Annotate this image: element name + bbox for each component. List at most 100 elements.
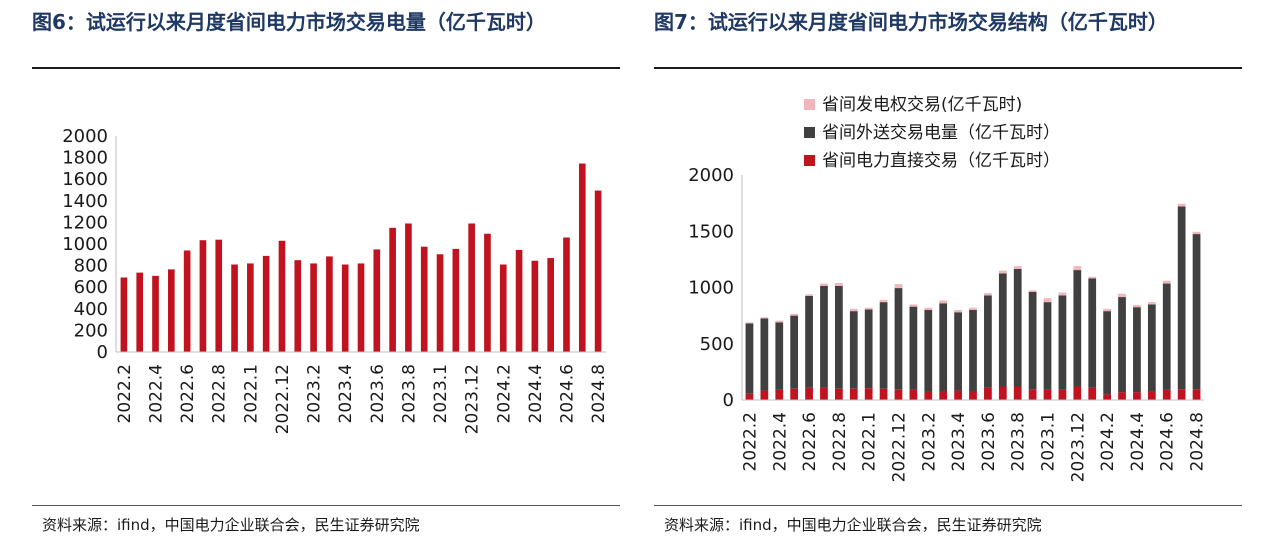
bar-29-series-0 — [1177, 389, 1186, 400]
bar-14-series-2 — [954, 310, 962, 313]
bar-9-series-2 — [879, 299, 888, 303]
bar-22-series-1 — [1073, 270, 1082, 387]
bar-16-series-1 — [984, 295, 992, 388]
bar-4-series-1 — [805, 295, 813, 388]
bar-17-series-0 — [998, 386, 1007, 400]
stacked-bar-chart-right: 0 500 1000 1500 2000 2022.2 2022.4 2022.6 2022.8… — [688, 95, 1207, 482]
x-tick-label-3: 2022.8 — [830, 412, 850, 471]
bar-3-series-1 — [790, 315, 799, 389]
y-tick-label-0: 0 — [97, 342, 108, 363]
bar-26 — [531, 260, 539, 352]
bar-2-series-2 — [775, 320, 784, 323]
bar-15-series-0 — [969, 391, 977, 400]
bar-17-series-1 — [998, 273, 1007, 387]
bar-21-series-1 — [1058, 295, 1067, 390]
legend-swatch-2 — [804, 155, 815, 166]
chart-panel-left: 图6：试运行以来月度省间电力市场交易电量（亿千瓦时） 0 200 400 600 800… — [32, 0, 620, 544]
bar-8 — [247, 263, 254, 352]
y-tick-label-2: 1000 — [688, 278, 734, 299]
x-tick-label-1: 2022.4 — [147, 364, 167, 423]
x-tick-label-6: 2023.2 — [919, 412, 939, 471]
bar-1 — [136, 272, 144, 352]
y-tick-label-0: 0 — [723, 390, 734, 411]
bar-21-series-0 — [1058, 389, 1067, 400]
bar-30-series-0 — [1192, 389, 1201, 400]
bar-13-series-1 — [939, 303, 948, 391]
bar-27-series-2 — [1147, 302, 1156, 305]
bar-6-series-1 — [834, 285, 843, 389]
x-tick-label-0: 2022.2 — [115, 364, 135, 423]
bar-28 — [563, 237, 570, 352]
bar-24-series-2 — [1103, 308, 1112, 312]
bar-0 — [120, 277, 128, 352]
bar-20-series-1 — [1043, 302, 1052, 390]
y-tick-label-10: 2000 — [62, 126, 108, 147]
bar-5-series-2 — [820, 283, 828, 286]
x-tick-label-10: 2023.1 — [1039, 412, 1059, 471]
bar-30 — [594, 190, 602, 352]
bar-1-series-0 — [760, 390, 769, 400]
chart-panel-right: 图7：试运行以来月度省间电力市场交易结构（亿千瓦时） 0 500 1000 1500 2… — [654, 0, 1242, 544]
bar-28-series-1 — [1162, 283, 1171, 390]
source-divider-left — [32, 505, 620, 506]
bar-14-series-0 — [954, 390, 962, 400]
bar-9 — [262, 255, 270, 352]
bar-27 — [547, 258, 554, 352]
x-tick-label-5: 2022.12 — [273, 364, 293, 434]
bar-18-series-1 — [1013, 268, 1022, 387]
bar-22 — [468, 223, 475, 352]
bar-22-series-2 — [1073, 266, 1082, 271]
chart-title-left: 图6：试运行以来月度省间电力市场交易电量（亿千瓦时） — [32, 10, 546, 34]
x-tick-label-14: 2024.6 — [557, 364, 577, 423]
x-tick-label-8: 2023.6 — [979, 412, 999, 471]
bar-26-series-0 — [1133, 392, 1141, 400]
title-divider-left — [32, 67, 620, 69]
y-tick-label-7: 1400 — [62, 191, 108, 212]
bar-16-series-0 — [984, 387, 992, 400]
x-tick-label-9: 2023.8 — [399, 364, 419, 423]
bar-17 — [389, 227, 396, 352]
bar-26-series-1 — [1133, 307, 1141, 393]
bar-13-series-0 — [939, 391, 948, 400]
x-tick-label-6: 2023.2 — [305, 364, 325, 423]
x-tick-label-2: 2022.6 — [800, 412, 820, 471]
bar-2-series-0 — [775, 389, 784, 400]
bar-25-series-2 — [1118, 293, 1126, 298]
bar-5 — [199, 240, 207, 352]
bar-23-series-0 — [1088, 387, 1097, 400]
bar-23-series-2 — [1088, 276, 1097, 279]
bar-14-series-1 — [954, 312, 962, 391]
bar-12-series-2 — [924, 307, 933, 310]
bar-8-series-1 — [864, 309, 873, 389]
y-tick-label-4: 2000 — [688, 165, 734, 186]
bar-9-series-1 — [879, 302, 888, 389]
bar-1-series-1 — [760, 318, 769, 391]
x-tick-label-9: 2023.8 — [1009, 412, 1029, 471]
bar-30-series-1 — [1192, 234, 1201, 390]
bar-24 — [499, 264, 507, 352]
x-tick-label-10: 2023.1 — [431, 364, 451, 423]
bar-11-series-2 — [909, 304, 918, 307]
bar-11 — [294, 260, 302, 352]
x-tick-label-11: 2023.12 — [463, 364, 483, 434]
y-tick-label-1: 500 — [700, 334, 734, 355]
bar-10 — [278, 240, 286, 352]
x-tick-label-12: 2024.2 — [494, 364, 514, 423]
bar-28-series-0 — [1162, 389, 1171, 400]
bar-6-series-0 — [834, 388, 843, 400]
bar-7-series-1 — [849, 311, 858, 389]
x-tick-label-0: 2022.2 — [740, 412, 760, 471]
chart-title-right: 图7：试运行以来月度省间电力市场交易结构（亿千瓦时） — [654, 10, 1168, 34]
x-tick-label-11: 2023.12 — [1068, 412, 1088, 482]
bar-9-series-0 — [879, 388, 888, 400]
x-tick-label-4: 2022.1 — [860, 412, 880, 471]
bar-6 — [215, 239, 223, 352]
x-tick-label-4: 2022.1 — [241, 364, 261, 423]
bar-11-series-1 — [909, 306, 918, 390]
title-divider-right — [654, 67, 1242, 69]
bar-3 — [168, 269, 175, 352]
bar-0-series-1 — [745, 323, 754, 394]
bar-16-series-2 — [984, 293, 992, 296]
bar-20 — [436, 254, 444, 352]
